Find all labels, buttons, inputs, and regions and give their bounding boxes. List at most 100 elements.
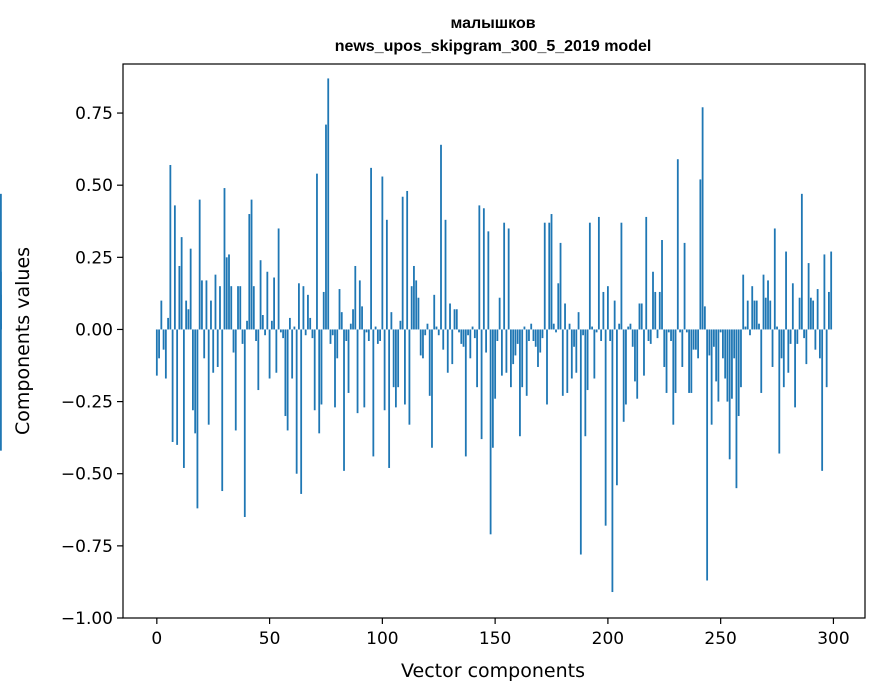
x-tick-label: 150 [479, 629, 511, 649]
bar [758, 323, 760, 330]
bar [446, 329, 449, 373]
bar [796, 329, 799, 344]
bar [609, 329, 612, 341]
x-axis-label: Vector components [401, 660, 585, 682]
bar [658, 291, 661, 330]
bar [568, 323, 571, 330]
bar [482, 208, 485, 330]
bar [192, 329, 194, 411]
bar [182, 329, 185, 468]
bar [670, 329, 672, 341]
bar [203, 329, 206, 359]
bar [372, 329, 375, 457]
bar [365, 329, 368, 333]
bar [478, 205, 481, 330]
bar [751, 286, 754, 330]
bar [343, 329, 345, 471]
bar [347, 329, 350, 393]
bar [394, 329, 397, 408]
bar [726, 329, 729, 402]
bar [722, 329, 724, 359]
bar [160, 300, 163, 330]
bar [532, 329, 535, 341]
bar [336, 329, 339, 359]
x-tick-label: 0 [151, 629, 162, 649]
bar [528, 329, 530, 341]
bar [701, 107, 704, 330]
bar [279, 329, 282, 333]
bar [525, 329, 528, 396]
bar [809, 297, 812, 330]
chart-subtitle: news_upos_skipgram_300_5_2019 model [335, 38, 652, 55]
bar [539, 329, 542, 353]
bar [636, 329, 639, 399]
chart-title: малышков [450, 15, 535, 32]
bar [426, 323, 429, 330]
bar [435, 326, 438, 330]
bar [268, 329, 271, 379]
bar [606, 286, 609, 330]
bar [586, 329, 589, 391]
bar [489, 329, 492, 535]
bar [363, 329, 366, 408]
bar [500, 329, 503, 376]
bar [552, 323, 555, 330]
bar [383, 329, 386, 411]
bar [404, 329, 406, 405]
bar [557, 283, 560, 330]
bar [629, 323, 632, 330]
bar [464, 329, 467, 457]
bar [354, 265, 357, 330]
bar [800, 193, 803, 330]
bar [814, 329, 817, 350]
bar [712, 329, 715, 347]
bar [246, 320, 248, 330]
bar [652, 271, 654, 330]
bar [437, 329, 440, 336]
y-tick-label: 0.75 [75, 104, 113, 124]
x-axis: 0 50 100 150 200 250 300 [151, 618, 850, 649]
bar [264, 329, 266, 336]
bar [622, 329, 625, 422]
bar [724, 329, 727, 379]
bar [449, 303, 451, 330]
bar [453, 309, 456, 330]
y-tick-label: −0.50 [61, 465, 113, 485]
bar [228, 254, 230, 330]
bar [241, 329, 244, 344]
bar [496, 329, 499, 341]
bar [462, 329, 465, 347]
bar [582, 329, 584, 336]
bar [584, 329, 587, 437]
bar [428, 329, 431, 396]
bar [196, 329, 199, 509]
bar [358, 280, 361, 330]
bar [519, 329, 521, 437]
bar [611, 329, 614, 593]
bar [789, 329, 792, 344]
bar [444, 219, 447, 330]
bar [442, 329, 445, 350]
bar [616, 329, 618, 486]
bar [376, 329, 379, 344]
bar [575, 329, 578, 373]
bar [683, 242, 686, 330]
bar [782, 329, 785, 388]
bar [180, 237, 183, 330]
bar [311, 329, 314, 339]
bar [498, 297, 501, 330]
bar [408, 329, 411, 425]
bar [201, 280, 203, 330]
bar [286, 329, 289, 431]
bar [647, 329, 650, 341]
bar [771, 329, 774, 367]
y-tick-label: −0.75 [61, 537, 113, 557]
bar [487, 231, 490, 330]
bar [401, 196, 404, 330]
bar [690, 329, 693, 393]
bar [717, 329, 720, 402]
bar [250, 199, 253, 330]
chart-title-group: малышков news_upos_skipgram_300_5_2019 m… [335, 15, 652, 55]
bar [510, 329, 512, 388]
